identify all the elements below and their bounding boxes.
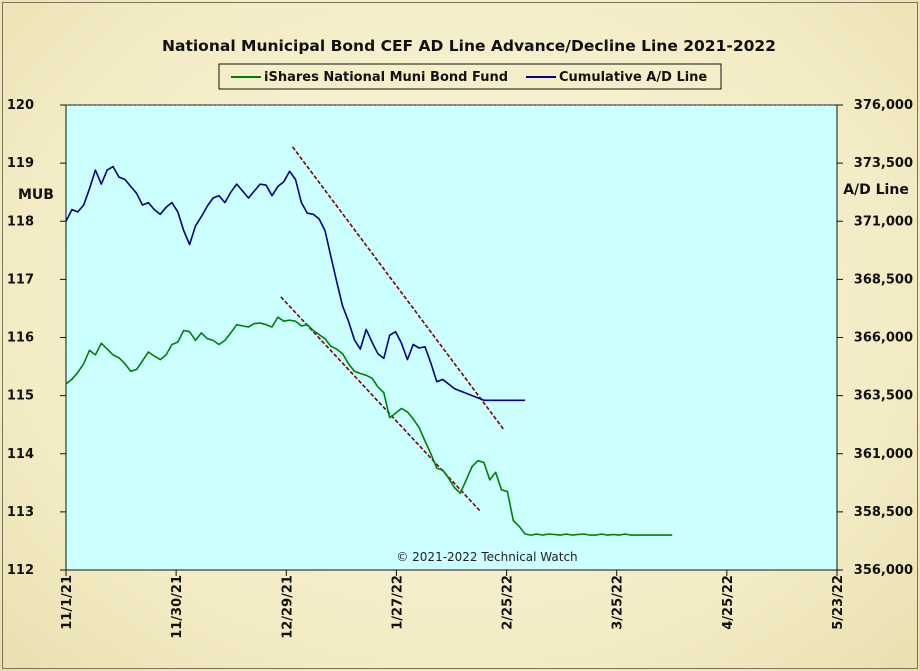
right-tick-label: 356,000 — [854, 563, 913, 578]
left-tick-label: 112 — [7, 563, 34, 578]
x-tick-label: 1/27/22 — [390, 575, 405, 630]
left-tick-label: 115 — [7, 389, 34, 404]
left-tick-label: 118 — [7, 214, 34, 229]
left-tick-label: 120 — [7, 98, 34, 113]
legend-box — [218, 63, 722, 90]
left-tick-label: 117 — [7, 272, 34, 287]
x-axis: 11/1/21 11/30/21 12/29/21 1/27/22 2/25/22 3/2… — [60, 570, 846, 639]
legend-label-ad-line: Cumulative A/D Line — [559, 70, 707, 85]
left-axis: 112 113 114 115 116 117 118 119 120 — [7, 98, 66, 578]
right-axis: 356,000 358,500 361,000 363,500 366,000 368,5… — [837, 98, 913, 578]
x-tick-label: 4/25/22 — [721, 575, 736, 630]
x-tick-label: 2/25/22 — [501, 575, 516, 630]
x-tick-label: 11/30/21 — [170, 575, 185, 639]
series-line-ad-line — [65, 165, 526, 402]
left-axis-label: MUB — [18, 187, 54, 203]
right-axis-label: A/D Line — [843, 182, 909, 198]
plot-area — [65, 104, 838, 571]
chart-title: National Municipal Bond CEF AD Line Adva… — [162, 37, 776, 55]
right-tick-label: 368,500 — [854, 272, 913, 287]
series-line-mub — [65, 316, 673, 536]
right-tick-label: 361,000 — [854, 447, 913, 462]
left-tick-label: 119 — [7, 156, 34, 171]
copyright-annotation: © 2021-2022 Technical Watch — [396, 550, 577, 564]
x-tick-label: 5/23/22 — [831, 575, 846, 630]
right-tick-label: 371,000 — [854, 214, 913, 229]
x-tick-label: 11/1/21 — [60, 575, 75, 630]
right-tick-label: 358,500 — [854, 505, 913, 520]
trendline-mub — [280, 296, 482, 513]
series-lines — [65, 165, 673, 536]
trendlines — [280, 146, 506, 513]
right-tick-label: 373,500 — [854, 156, 913, 171]
legend: iShares National Muni Bond Fund Cumulati… — [218, 63, 722, 90]
right-tick-label: 363,500 — [854, 389, 913, 404]
x-tick-label: 3/25/22 — [611, 575, 626, 630]
left-tick-label: 116 — [7, 331, 34, 346]
right-tick-label: 366,000 — [854, 331, 913, 346]
right-tick-label: 376,000 — [854, 98, 913, 113]
left-tick-label: 114 — [7, 447, 34, 462]
left-tick-label: 113 — [7, 505, 34, 520]
trendline-ad-line — [291, 146, 506, 431]
x-tick-label: 12/29/21 — [280, 575, 295, 639]
legend-label-mub: iShares National Muni Bond Fund — [264, 70, 508, 85]
